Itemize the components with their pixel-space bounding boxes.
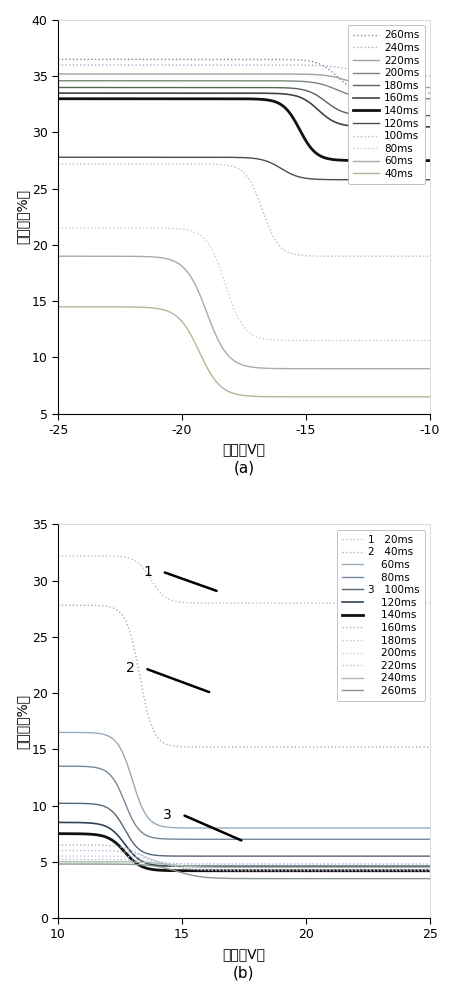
Y-axis label: 反射率（%）: 反射率（%） bbox=[15, 189, 29, 244]
Text: (a): (a) bbox=[233, 461, 254, 476]
Text: 1: 1 bbox=[143, 565, 152, 579]
Y-axis label: 反射率（%）: 反射率（%） bbox=[15, 694, 29, 749]
Text: 3: 3 bbox=[163, 808, 172, 822]
Legend: 1   20ms, 2   40ms,     60ms,     80ms, 3   100ms,     120ms,     140ms,     160: 1 20ms, 2 40ms, 60ms, 80ms, 3 100ms, 120… bbox=[337, 530, 425, 701]
Legend: 260ms, 240ms, 220ms, 200ms, 180ms, 160ms, 140ms, 120ms, 100ms, 80ms, 60ms, 40ms: 260ms, 240ms, 220ms, 200ms, 180ms, 160ms… bbox=[348, 25, 425, 184]
Text: 2: 2 bbox=[126, 661, 135, 675]
X-axis label: 电压（V）: 电压（V） bbox=[222, 947, 265, 961]
X-axis label: 电压（V）: 电压（V） bbox=[222, 443, 265, 457]
Text: (b): (b) bbox=[233, 965, 255, 980]
